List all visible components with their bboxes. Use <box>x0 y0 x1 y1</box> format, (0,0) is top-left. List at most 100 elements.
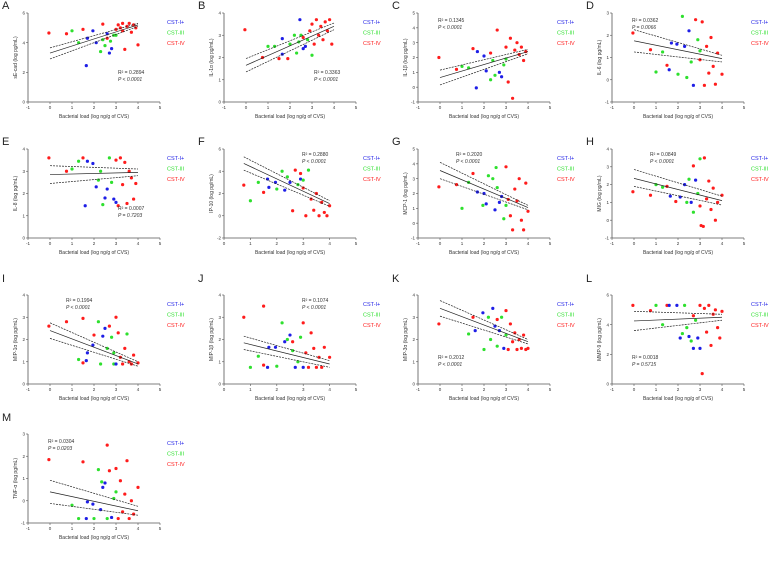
data-point-cst-iii <box>694 318 698 322</box>
y-tick-label: 5 <box>412 147 415 152</box>
data-point-cst-iplus <box>84 516 88 521</box>
r-squared-label: R² = 0.0007 <box>118 206 144 212</box>
data-point-cst-iii <box>504 203 508 207</box>
data-point-cst-iplus <box>669 41 673 45</box>
x-tick-label: 5 <box>743 105 746 110</box>
data-point-cst-iii <box>481 203 485 207</box>
y-tick-label: 3 <box>606 11 609 16</box>
p-value-label: P < 0.0001 <box>66 305 90 311</box>
data-point-cst-iv <box>437 322 441 326</box>
data-point-cst-iii <box>112 33 116 37</box>
data-point-cst-iv <box>301 186 305 190</box>
panel-i: I -1 0 1 2 3 4 5 0 1 2 3 4 Bacterial load (log ng/g o… <box>0 273 194 417</box>
data-point-cst-iv <box>301 35 305 40</box>
r-squared-label: R² = 0.2894 <box>118 70 144 76</box>
x-tick-label: 5 <box>159 526 162 531</box>
data-point-cst-iv <box>713 308 717 312</box>
y-tick-label: 3 <box>412 40 415 45</box>
regression-line <box>245 26 335 66</box>
data-point-cst-iv <box>92 333 96 337</box>
data-point-cst-iv <box>511 340 515 344</box>
panel-label: G <box>392 136 401 148</box>
data-point-cst-iv <box>454 67 459 71</box>
data-point-cst-iplus <box>698 346 702 350</box>
y-tick-label: 0 <box>218 213 221 218</box>
data-point-cst-iv <box>118 26 122 30</box>
ci-lower-line <box>243 169 330 207</box>
legend-cst-iii: CST-III <box>751 167 769 173</box>
data-point-cst-iv <box>508 36 512 40</box>
data-point-cst-iv <box>709 343 713 348</box>
data-point-cst-iv <box>526 209 530 213</box>
panel-e: E -1 0 1 2 3 4 5 0 1 2 3 4 Bacterial load (log ng/g o… <box>0 136 194 271</box>
y-tick-label: 4 <box>218 169 221 174</box>
data-point-cst-iv <box>136 43 140 47</box>
data-point-cst-iv <box>114 158 118 162</box>
data-point-cst-iii <box>280 321 284 325</box>
x-tick-label: 3 <box>505 105 508 110</box>
legend-cst-iplus: CST-I+ <box>167 20 184 26</box>
x-tick-label: 0 <box>223 241 226 246</box>
data-point-cst-iv <box>648 308 653 313</box>
data-point-cst-iv <box>323 20 327 24</box>
data-point-cst-iv <box>707 179 711 183</box>
y-axis-label: MIP-3α (log pg/mL) <box>403 318 409 361</box>
legend-cst-iplus: CST-I+ <box>363 156 380 162</box>
data-point-cst-iv <box>631 190 635 194</box>
x-tick-label: 0 <box>223 387 226 392</box>
data-point-cst-iv <box>81 156 85 160</box>
legend-cst-iplus: CST-I+ <box>751 156 768 162</box>
data-point-cst-iii <box>99 362 103 366</box>
data-point-cst-iv <box>127 516 131 521</box>
data-point-cst-iplus <box>502 346 506 350</box>
data-point-cst-iii <box>495 185 499 190</box>
x-tick-label: 1 <box>71 526 74 531</box>
data-point-cst-iv <box>312 346 316 350</box>
data-point-cst-iii <box>696 38 700 42</box>
scatter-plot: D -1 0 1 2 3 4 5 -1 0 1 2 3 Bacterial load (log ng/g … <box>586 0 769 120</box>
data-point-cst-iii <box>685 326 689 330</box>
x-tick-label: 5 <box>355 387 358 392</box>
x-tick-label: -1 <box>610 105 614 110</box>
data-point-cst-iplus <box>267 185 271 189</box>
data-point-cst-iv <box>322 345 326 349</box>
data-point-cst-iplus <box>84 359 88 363</box>
x-tick-label: 3 <box>302 387 305 392</box>
x-tick-label: 0 <box>49 526 52 531</box>
r-squared-label: R² = 0.2020 <box>456 152 482 158</box>
data-point-cst-iii <box>689 60 693 64</box>
data-point-cst-iv <box>262 190 266 194</box>
y-tick-label: 3 <box>218 315 221 320</box>
data-point-cst-iplus <box>85 351 89 355</box>
data-point-cst-iplus <box>497 200 501 204</box>
legend-cst-iplus: CST-I+ <box>557 20 574 26</box>
x-tick-label: 1 <box>267 105 270 110</box>
data-point-cst-iii <box>491 177 495 181</box>
p-value-label: P < 0.0001 <box>302 305 326 311</box>
x-tick-label: 1 <box>655 241 658 246</box>
data-point-cst-iv <box>665 303 669 307</box>
x-tick-label: 4 <box>721 241 724 246</box>
ci-upper-line <box>633 169 723 197</box>
data-point-cst-iplus <box>691 83 695 87</box>
data-point-cst-iii <box>500 315 504 319</box>
x-tick-label: 3 <box>302 241 305 246</box>
legend-cst-iii: CST-III <box>167 167 185 173</box>
data-point-cst-iv <box>322 210 326 215</box>
data-point-cst-iv <box>293 168 297 172</box>
data-point-cst-iplus <box>84 64 88 68</box>
x-tick-label: 3 <box>115 526 118 531</box>
data-point-cst-iv <box>519 45 523 49</box>
legend-cst-iii: CST-III <box>751 313 769 319</box>
data-point-cst-iii <box>698 157 702 161</box>
x-tick-label: 3 <box>115 105 118 110</box>
legend-cst-iii: CST-III <box>557 167 575 173</box>
x-tick-label: 2 <box>93 105 96 110</box>
legend-cst-iv: CST-IV <box>363 41 381 47</box>
ci-lower-line <box>633 319 723 331</box>
x-tick-label: 2 <box>677 387 680 392</box>
x-tick-label: 0 <box>439 387 442 392</box>
legend-cst-iii: CST-III <box>363 167 381 173</box>
data-point-cst-iii <box>310 53 314 57</box>
p-value-label: P < 0.0001 <box>650 159 674 165</box>
